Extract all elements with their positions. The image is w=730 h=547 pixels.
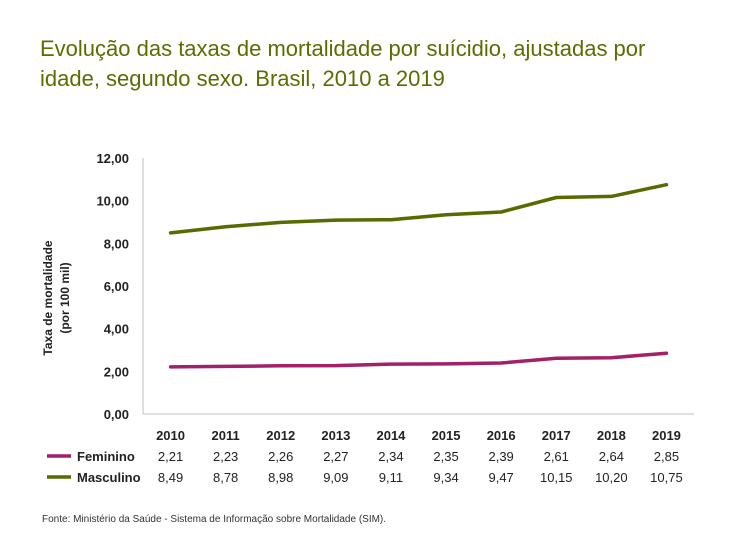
x-tick-label: 2016 <box>487 428 516 443</box>
series-lines <box>170 185 666 367</box>
y-tick-label: 4,00 <box>104 322 129 337</box>
data-label: 8,49 <box>158 470 183 485</box>
source-note: Fonte: Ministério da Saúde - Sistema de … <box>42 514 386 525</box>
data-label: 2,64 <box>599 449 624 464</box>
data-label: 10,20 <box>595 470 628 485</box>
data-label: 9,47 <box>488 470 513 485</box>
data-label: 2,85 <box>654 449 679 464</box>
data-label: 9,09 <box>323 470 348 485</box>
y-tick-label: 8,00 <box>104 236 129 251</box>
data-label: 10,15 <box>540 470 573 485</box>
series-line-feminino <box>171 353 667 367</box>
x-tick-label: 2015 <box>432 428 461 443</box>
legend-label-masculino: Masculino <box>77 470 141 485</box>
data-label: 2,39 <box>488 449 513 464</box>
data-label: 8,78 <box>213 470 238 485</box>
data-label: 2,35 <box>433 449 458 464</box>
x-tick-label: 2012 <box>266 428 295 443</box>
data-label: 2,26 <box>268 449 293 464</box>
data-label: 9,34 <box>433 470 458 485</box>
y-axis-ticks: 0,00 2,00 4,00 6,00 8,00 10,00 12,00 <box>96 151 129 422</box>
data-label: 2,61 <box>544 449 569 464</box>
x-tick-label: 2017 <box>542 428 571 443</box>
data-label: 10,75 <box>650 470 683 485</box>
data-label: 2,27 <box>323 449 348 464</box>
data-label: 9,11 <box>379 470 403 485</box>
y-tick-label: 10,00 <box>96 194 129 209</box>
x-axis-ticks: 2010 2011 2012 2013 2014 2015 2016 2017 2018 2019 <box>156 428 681 443</box>
x-tick-label: 2011 <box>212 428 240 443</box>
x-tick-label: 2014 <box>376 428 406 443</box>
data-label: 2,23 <box>213 449 238 464</box>
data-label: 2,34 <box>378 449 403 464</box>
y-tick-label: 2,00 <box>104 364 129 379</box>
data-table: Feminino 2,21 2,23 2,26 2,27 2,34 2,35 2,39 2,61… <box>47 449 683 485</box>
y-tick-label: 0,00 <box>104 407 129 422</box>
x-tick-label: 2013 <box>321 428 350 443</box>
data-label: 2,21 <box>158 449 183 464</box>
legend-label-feminino: Feminino <box>77 449 135 464</box>
series-line-masculino <box>171 185 667 233</box>
x-tick-label: 2018 <box>597 428 626 443</box>
x-tick-label: 2010 <box>156 428 185 443</box>
y-axis-label-line1: Taxa de mortalidade <box>41 240 55 355</box>
y-tick-label: 6,00 <box>104 279 129 294</box>
x-tick-label: 2019 <box>652 428 681 443</box>
data-label: 8,98 <box>268 470 293 485</box>
y-tick-label: 12,00 <box>96 151 129 166</box>
y-axis-label-line2: (por 100 mil) <box>58 262 72 333</box>
